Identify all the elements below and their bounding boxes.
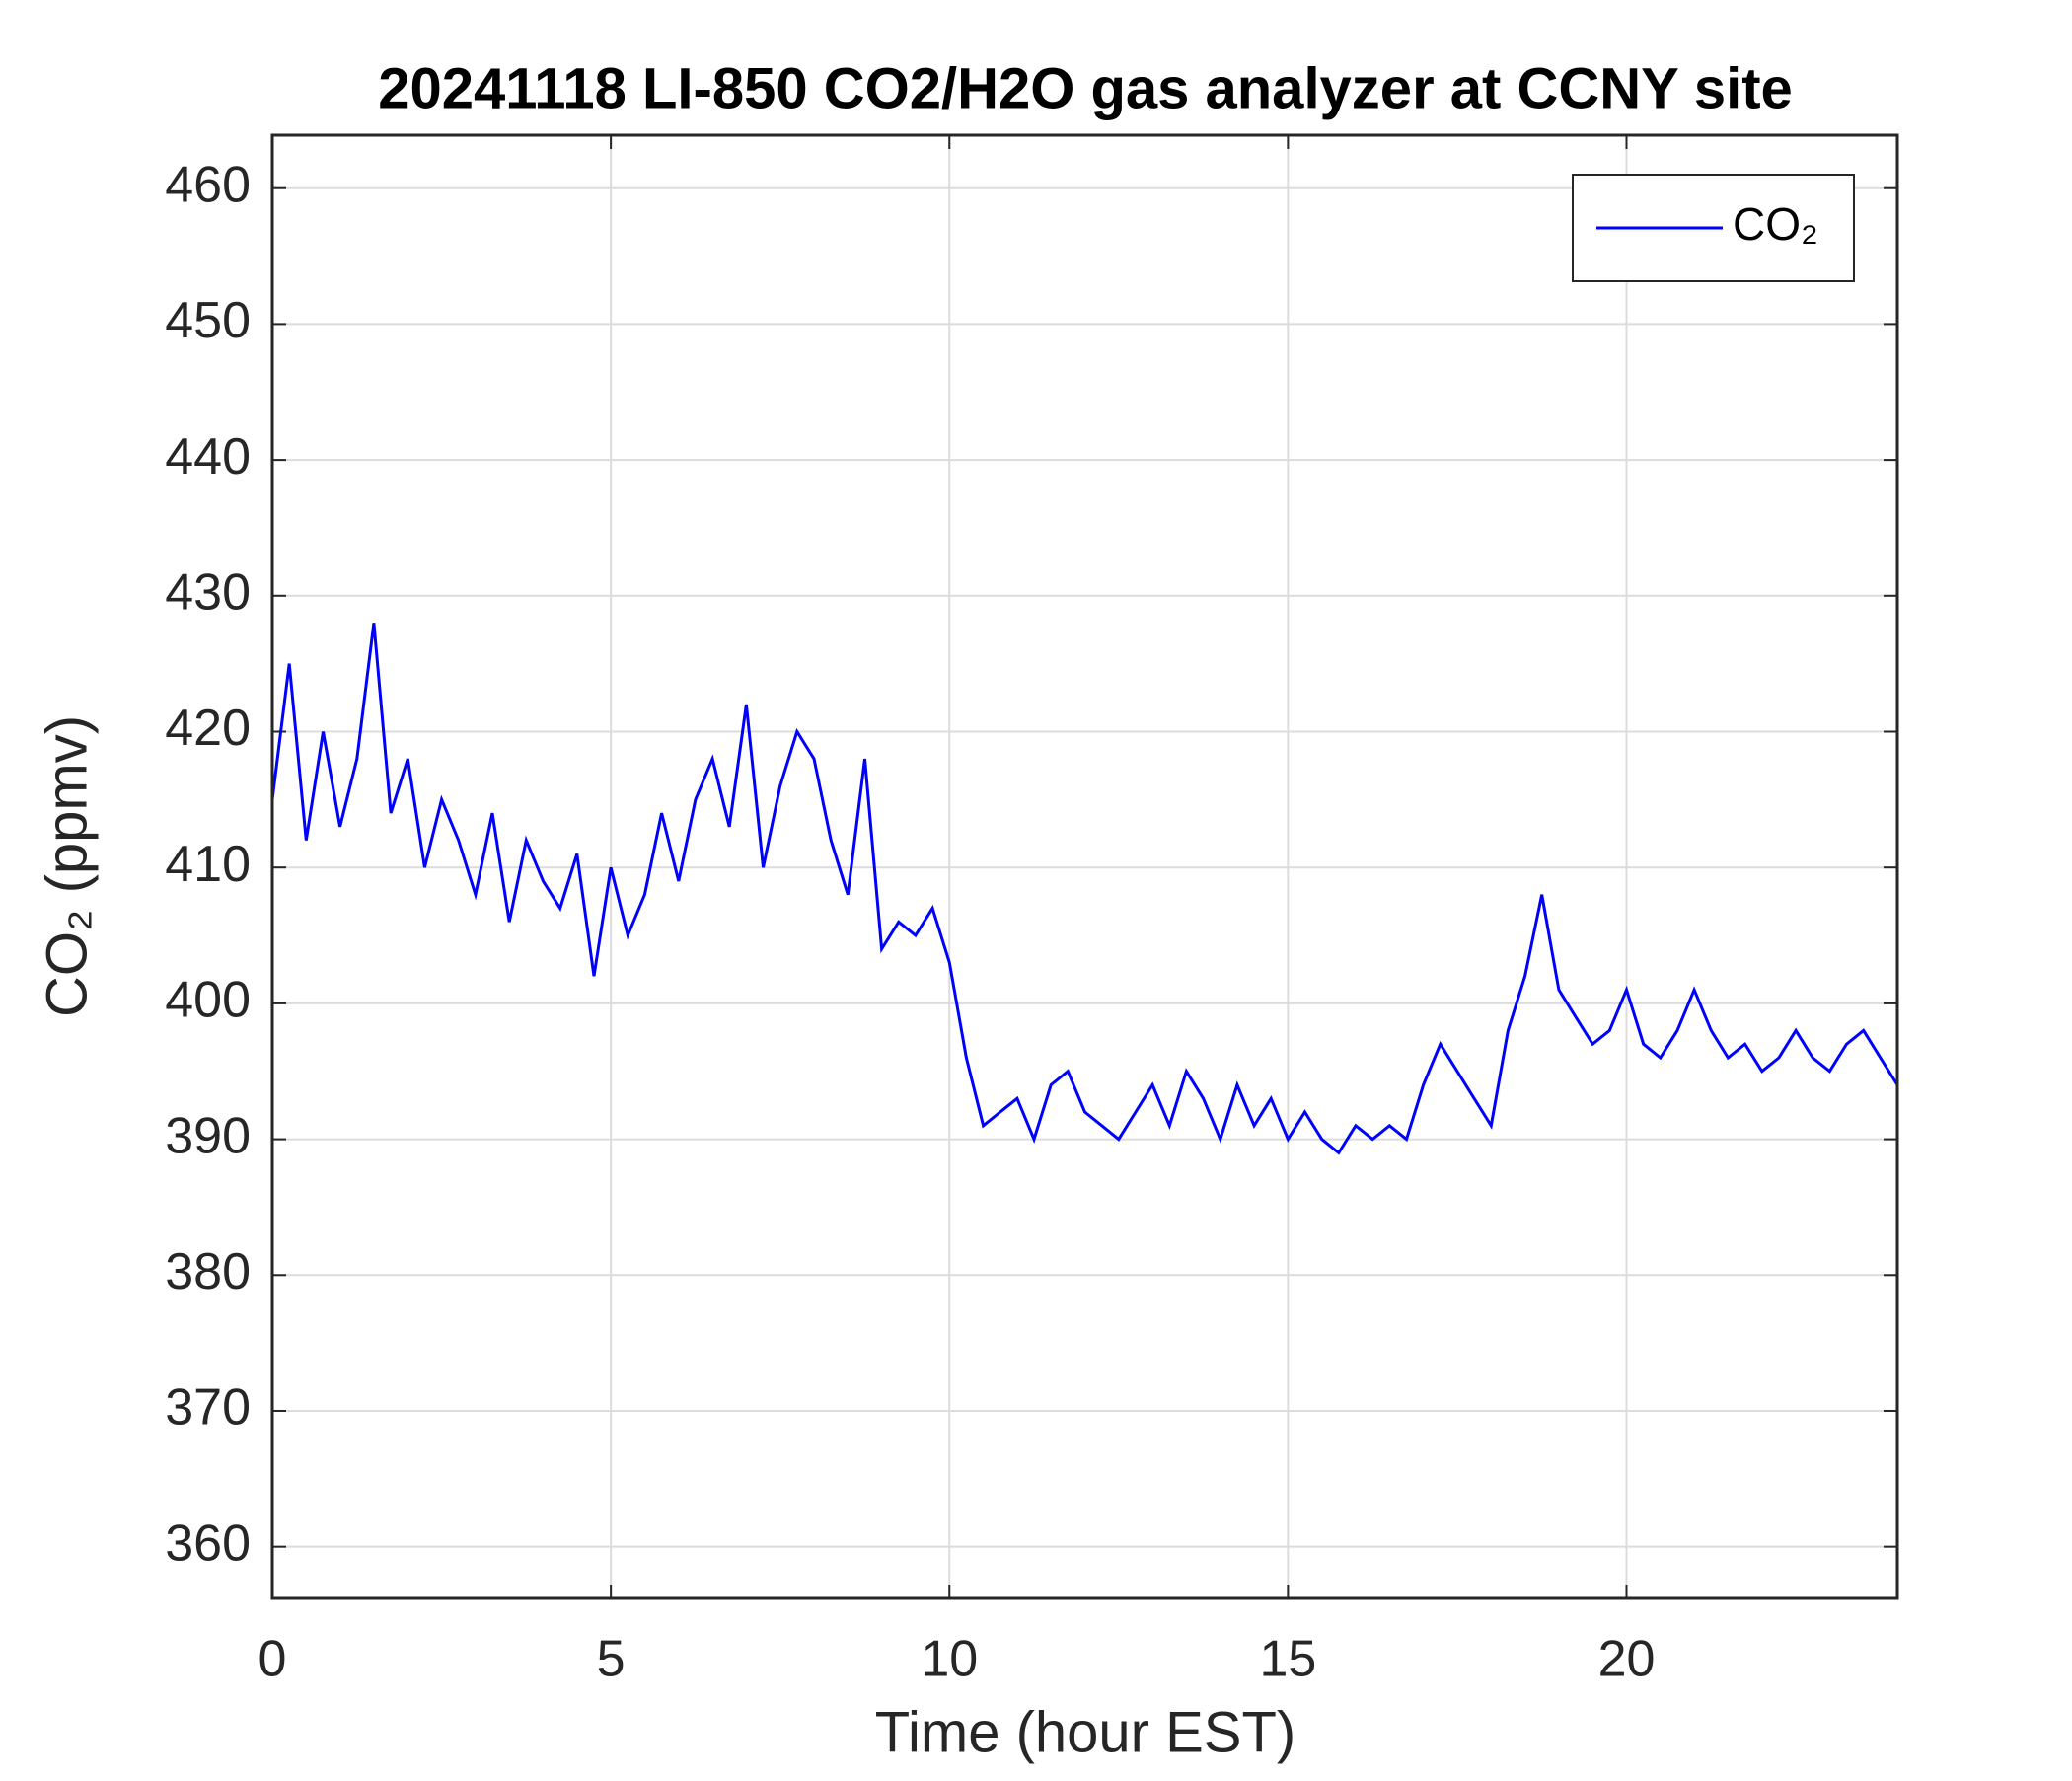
y-axis-label: CO₂ (ppmv) (35, 715, 99, 1017)
x-tick-label: 5 (597, 1631, 626, 1688)
y-tick-label: 400 (165, 972, 251, 1029)
y-tick-label: 460 (165, 156, 251, 213)
y-tick-label: 380 (165, 1243, 251, 1300)
x-axis-label: Time (hour EST) (875, 1700, 1295, 1764)
y-tick-label: 410 (165, 836, 251, 893)
y-tick-label: 420 (165, 700, 251, 757)
y-tick-label: 440 (165, 428, 251, 485)
y-tick-label: 360 (165, 1515, 251, 1572)
x-tick-label: 10 (921, 1631, 978, 1688)
plot-frame (270, 133, 1899, 1600)
y-tick-label: 450 (165, 292, 251, 349)
chart-title: 20241118 LI-850 CO2/H2O gas analyzer at … (378, 56, 1793, 120)
x-tick-label: 20 (1598, 1631, 1656, 1688)
data-line (270, 623, 1899, 1155)
legend-label: CO₂ (1733, 198, 1818, 250)
y-tick-label: 430 (165, 564, 251, 622)
y-tick-label: 390 (165, 1107, 251, 1164)
x-tick-label: 15 (1259, 1631, 1316, 1688)
y-tick-label: 370 (165, 1379, 251, 1437)
x-tick-label: 0 (259, 1631, 287, 1688)
